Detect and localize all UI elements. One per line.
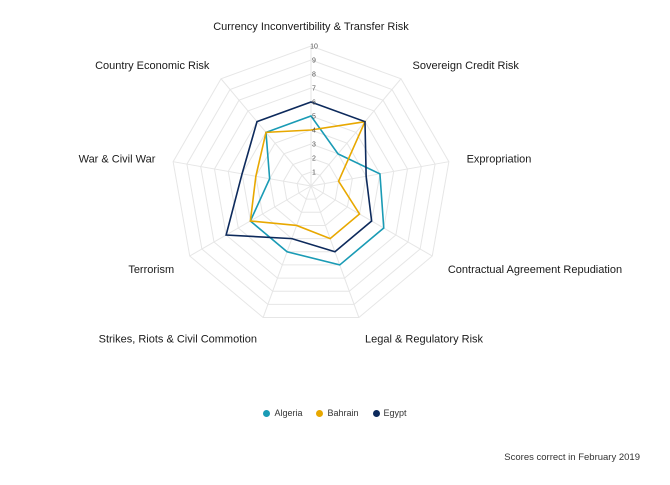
radar-series	[225, 101, 385, 266]
tick-label: 4	[312, 128, 316, 135]
grid-ring	[186, 59, 436, 305]
legend-item[interactable]: Egypt	[372, 408, 407, 418]
axis-label: Country Economic Risk	[95, 60, 210, 72]
legend-item[interactable]: Algeria	[263, 408, 302, 418]
axis-label: Terrorism	[128, 264, 174, 276]
axis-label: Legal & Regulatory Risk	[365, 333, 484, 345]
grid-ring	[227, 101, 395, 266]
axis-label: Strikes, Riots & Civil Commotion	[99, 333, 257, 345]
tick-label: 7	[312, 86, 316, 93]
legend-label: Egypt	[383, 408, 407, 418]
radar-axis-labels: Currency Inconvertibility & Transfer Ris…	[79, 21, 623, 345]
grid-ring	[213, 87, 409, 279]
legend-label: Algeria	[274, 408, 303, 418]
tick-label: 6	[312, 100, 316, 107]
grid-ring	[296, 171, 326, 200]
grid-ring	[172, 45, 450, 319]
tick-label: 10	[310, 44, 318, 51]
tick-label: 2	[312, 156, 316, 163]
tick-label: 8	[312, 72, 316, 79]
chart-legend: Algeria Bahrain Egypt	[0, 408, 670, 418]
tick-label: 1	[312, 170, 316, 177]
grid-ring	[255, 129, 367, 240]
series-algeria-line	[249, 115, 385, 266]
tick-label: 9	[312, 58, 316, 65]
series-egypt-line	[225, 101, 373, 253]
legend-marker	[263, 409, 271, 417]
axis-label: War & Civil War	[79, 154, 156, 166]
legend-item[interactable]: Bahrain	[316, 408, 359, 418]
axis-label: Contractual Agreement Repudiation	[448, 264, 622, 276]
grid-spoke	[310, 78, 402, 187]
tick-label: 3	[312, 142, 316, 149]
axis-label: Currency Inconvertibility & Transfer Ris…	[213, 21, 409, 33]
axis-label: Expropriation	[467, 154, 532, 166]
legend-label: Bahrain	[327, 408, 359, 418]
legend-marker	[372, 409, 380, 417]
legend-marker	[316, 409, 324, 417]
grid-ring	[241, 115, 381, 253]
axis-label: Sovereign Credit Risk	[413, 60, 520, 72]
grid-ring	[282, 157, 340, 213]
radar-grid	[172, 45, 450, 319]
radar-ticks: 1 2 3 4 5 6 7 8 9 10	[310, 44, 318, 177]
tick-label: 5	[312, 114, 316, 121]
footnote: Scores correct in February 2019	[504, 452, 640, 463]
grid-ring	[200, 73, 422, 292]
series-bahrain-line	[249, 120, 367, 240]
